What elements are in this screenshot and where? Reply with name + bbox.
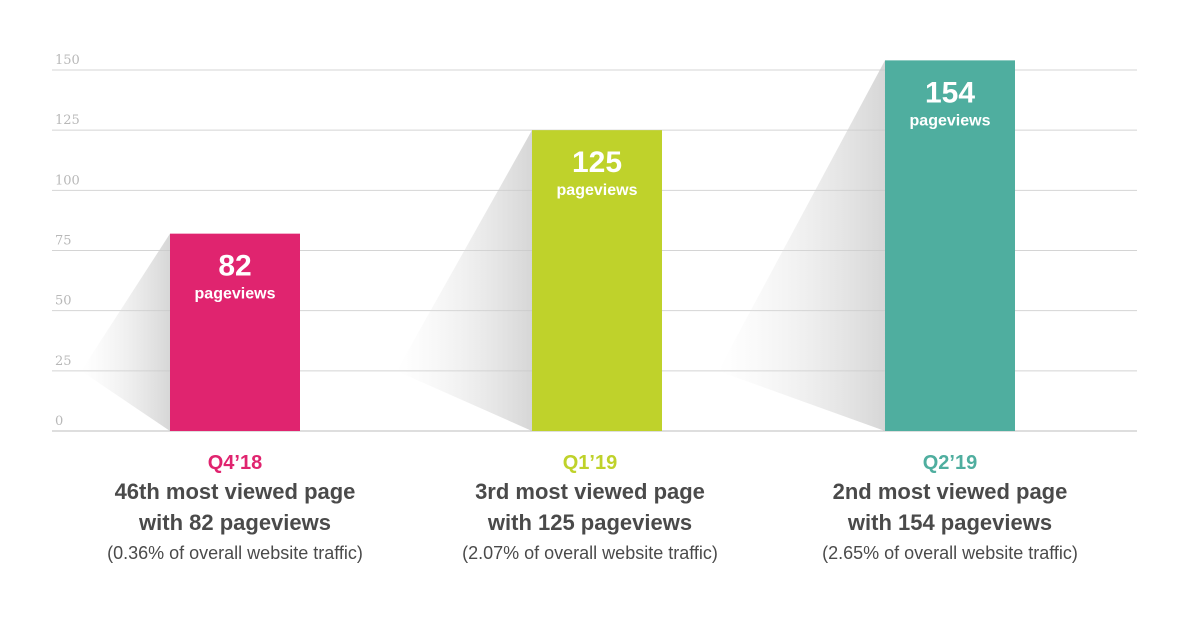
y-tick-label: 25 (55, 354, 72, 369)
caption-rank: 2nd most viewed page (832, 479, 1068, 504)
caption-detail: with 82 pageviews (139, 510, 331, 535)
caption-period: Q2’19 (922, 452, 978, 474)
y-tick-label: 125 (55, 113, 80, 128)
bar (885, 60, 1015, 432)
caption-q4-18: Q4’18 46th most viewed page with 82 page… (45, 450, 425, 568)
bar-value-label: 154 (925, 76, 975, 109)
bar-shadow (396, 130, 532, 431)
caption-detail: with 125 pageviews (487, 510, 693, 535)
caption-detail: with 154 pageviews (847, 510, 1053, 535)
y-axis-ticks: 0 25 50 75 100 125 150 (55, 53, 80, 429)
caption-traffic: (2.07% of overall website traffic) (462, 543, 718, 563)
captions: Q4’18 46th most viewed page with 82 page… (0, 450, 1200, 590)
bar-labels: 82 pageviews 125 pageviews 154 pageviews (195, 76, 991, 302)
caption-q2-19: Q2’19 2nd most viewed page with 154 page… (760, 450, 1140, 568)
y-tick-label: 150 (55, 53, 80, 68)
y-tick-label: 50 (55, 294, 72, 309)
bars (170, 60, 1015, 432)
y-tick-label: 0 (55, 414, 63, 429)
bar-value-label: 125 (572, 146, 622, 179)
bar (532, 130, 662, 431)
bar-shadow (81, 233, 170, 431)
caption-period: Q1’19 (562, 452, 618, 474)
caption-rank: 46th most viewed page (114, 479, 356, 504)
caption-traffic: (2.65% of overall website traffic) (822, 543, 1078, 563)
y-tick-label: 100 (55, 173, 80, 188)
bar-unit-label: pageviews (910, 112, 991, 129)
bar-chart: 0 25 50 75 100 125 150 82 pageviews 125 pageviews… (52, 53, 1137, 432)
bar-value-label: 82 (218, 250, 251, 283)
bar-shadow (718, 60, 885, 432)
caption-q1-19: Q1’19 3rd most viewed page with 125 page… (400, 450, 780, 568)
caption-period: Q4’18 (207, 452, 263, 474)
caption-traffic: (0.36% of overall website traffic) (107, 543, 363, 563)
bar-shadows (81, 60, 885, 432)
y-tick-label: 75 (55, 234, 72, 249)
bar-unit-label: pageviews (195, 286, 276, 303)
bar-unit-label: pageviews (557, 182, 638, 199)
caption-rank: 3rd most viewed page (475, 479, 705, 504)
bar (170, 233, 300, 431)
